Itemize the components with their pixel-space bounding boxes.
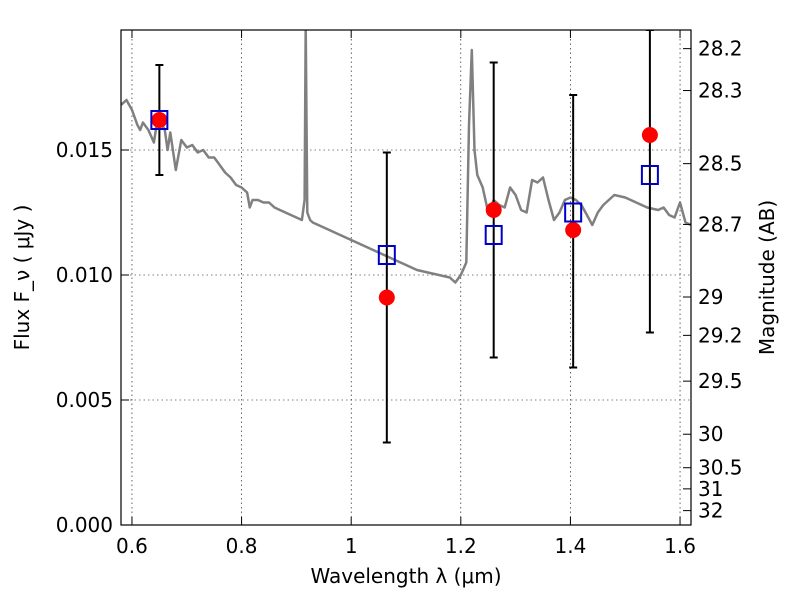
x-axis-label: Wavelength λ (μm) (310, 564, 501, 588)
x-tick-label: 1 (345, 534, 358, 558)
y-axis-label: Flux F_ν ( μJy ) (10, 205, 34, 351)
observed-point (565, 222, 582, 238)
observed-point (378, 289, 395, 306)
x-tick-label: 0.6 (116, 534, 148, 558)
mag-tick-label: 30 (698, 422, 723, 446)
mag-tick-label: 28.7 (698, 212, 743, 236)
axis-ticks: 0.6 0.8 1 1.2 1.4 1.6 0.000 0.005 0.010 0.015 28.2… (56, 30, 743, 558)
observed-point (641, 127, 658, 143)
model-point (564, 202, 583, 223)
spectrum-line (121, 30, 691, 284)
x-tick-label: 1.4 (555, 534, 587, 558)
x-tick-label: 1.2 (445, 534, 477, 558)
mag-tick-label: 30.5 (698, 456, 743, 480)
x-tick-label: 0.8 (226, 534, 258, 558)
y-tick-label: 0.010 (56, 263, 113, 287)
observed-point (151, 112, 168, 128)
mag-tick-label: 29 (698, 285, 723, 309)
observed-point (485, 202, 502, 218)
y-tick-label: 0.015 (56, 138, 113, 162)
mag-tick-label: 32 (698, 499, 723, 523)
model-point (640, 165, 659, 185)
model-point (377, 245, 396, 265)
mag-tick-label: 29.5 (698, 369, 743, 393)
mag-tick-label: 29.2 (698, 323, 743, 347)
plot-area (121, 30, 691, 444)
x-tick-label: 1.6 (664, 534, 696, 558)
model-point (150, 110, 169, 130)
mag-tick-label: 28.5 (698, 152, 743, 176)
y-tick-label: 0.005 (56, 388, 113, 412)
mag-tick-label: 28.3 (698, 79, 743, 103)
grid (121, 30, 691, 526)
y-tick-label: 0.000 (56, 513, 113, 537)
model-point (484, 225, 503, 245)
mag-tick-label: 28.2 (698, 37, 743, 61)
right-axis-label: Magnitude (AB) (755, 200, 779, 355)
plot-frame (120, 29, 692, 526)
mag-tick-label: 31 (698, 477, 723, 501)
